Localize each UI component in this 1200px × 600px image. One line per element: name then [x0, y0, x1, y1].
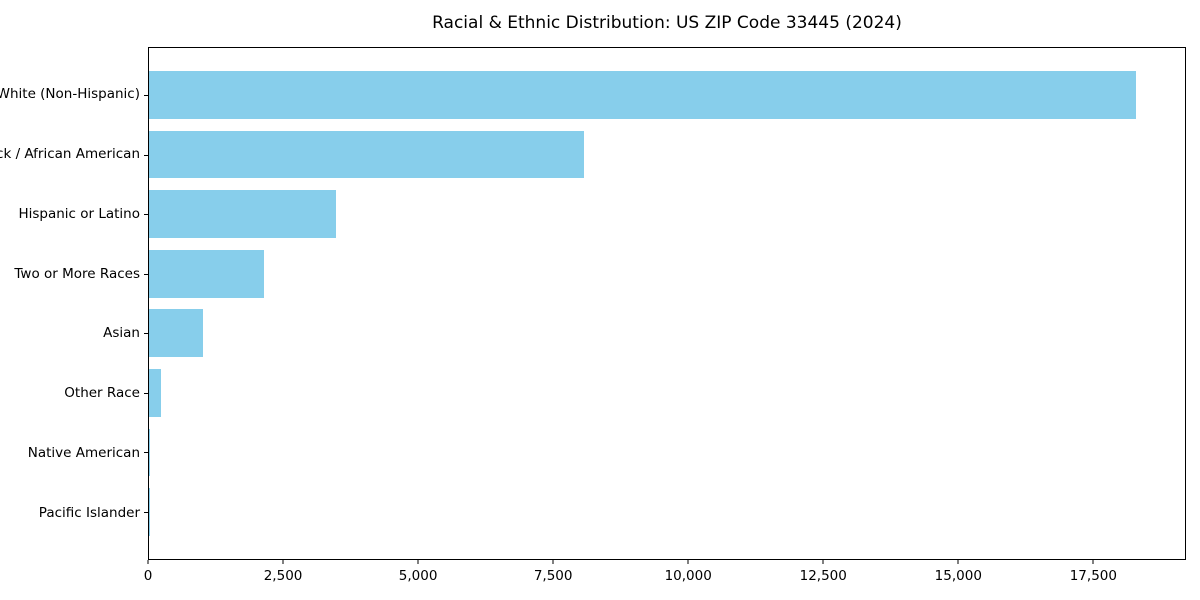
x-tick: [822, 560, 824, 564]
bar: [149, 488, 150, 536]
y-tick: [144, 154, 149, 156]
x-tick-label: 7,500: [533, 568, 573, 584]
x-tick-label: 12,500: [799, 568, 847, 584]
y-axis-label: Native American: [27, 444, 140, 461]
y-tick: [144, 452, 149, 454]
bar: [149, 369, 161, 417]
bar: [149, 309, 203, 358]
x-tick: [147, 560, 149, 564]
x-tick-label: 0: [143, 568, 153, 584]
x-tick-label: 15,000: [934, 568, 982, 584]
bar: [149, 71, 1136, 119]
y-tick: [144, 333, 149, 335]
x-tick: [282, 560, 284, 564]
x-tick: [417, 560, 419, 564]
y-axis-label: Two or More Races: [14, 265, 140, 282]
bar: [149, 428, 151, 477]
y-tick: [144, 511, 149, 513]
bar: [149, 190, 336, 238]
x-tick: [552, 560, 554, 564]
y-axis-label: Asian: [103, 325, 140, 342]
y-tick: [144, 214, 149, 216]
y-axis-labels: White (Non-Hispanic) Black / African Amer…: [0, 47, 140, 560]
bar: [149, 130, 585, 179]
x-tick: [1092, 560, 1094, 564]
y-tick: [144, 392, 149, 394]
plot-area: [144, 47, 1186, 560]
y-tick: [144, 95, 149, 97]
x-tick-label: 17,500: [1069, 568, 1117, 584]
x-tick: [687, 560, 689, 564]
x-tick-label: 10,000: [664, 568, 712, 584]
x-tick-label: 2,500: [263, 568, 303, 584]
x-axis: 0 2,500 5,000 7,500 10,000 12,500 15,000 17,500: [144, 560, 1186, 600]
x-tick-label: 5,000: [398, 568, 438, 584]
x-tick: [957, 560, 959, 564]
y-axis-label: Hispanic or Latino: [18, 205, 140, 222]
chart-title: Racial & Ethnic Distribution: US ZIP Cod…: [432, 13, 902, 33]
y-axis-label: Other Race: [64, 385, 140, 402]
y-axis-label: Black / African American: [0, 146, 140, 163]
y-axis-label: White (Non-Hispanic): [0, 86, 140, 103]
y-tick: [144, 273, 149, 275]
bar: [149, 249, 264, 298]
y-axis-label: Pacific Islander: [38, 504, 140, 521]
